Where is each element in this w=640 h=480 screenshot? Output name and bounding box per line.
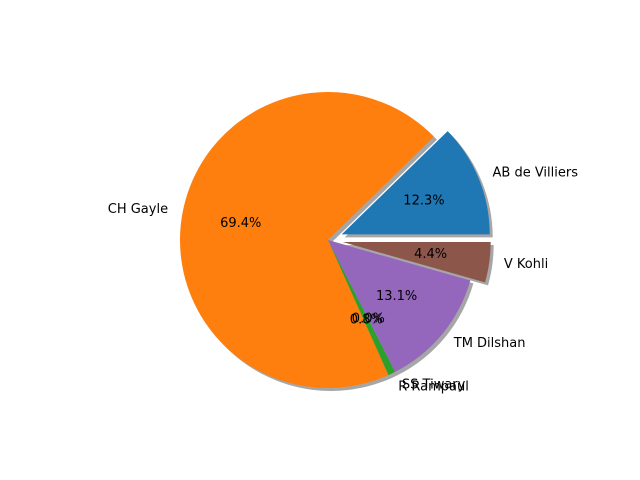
slice-ab-de-villiers [341, 131, 490, 235]
slice-percent-ch-gayle: 69.4% [220, 216, 261, 231]
slice-percent-ab-de-villiers: 12.3% [403, 193, 444, 208]
slice-label-ch-gayle: CH Gayle [108, 202, 168, 217]
slice-label-ab-de-villiers: AB de Villiers [493, 166, 579, 181]
slice-r-rampaul [328, 240, 396, 376]
slice-v-kohli [342, 242, 491, 283]
slice-labels: AB de Villiers 12.3% CH Gayle 69.4% R Rampau… [108, 166, 578, 395]
slice-percent-r-rampaul: 0.8% [350, 313, 383, 328]
slice-tm-dilshan [328, 240, 471, 372]
slice-label-ss-tiwary: SS Tiwary [402, 378, 466, 393]
slice-label-r-rampaul: R Rampaul [398, 379, 469, 394]
slice-ch-gayle [180, 92, 434, 388]
slice-percent-tm-dilshan: 13.1% [376, 289, 417, 304]
slice-label-v-kohli: V Kohli [504, 257, 548, 272]
slice-percent-ss-tiwary: 0.0% [352, 312, 385, 327]
slice-label-tm-dilshan: TM Dilshan [453, 336, 526, 351]
pie-slices [180, 92, 491, 388]
slice-percent-v-kohli: 4.4% [414, 247, 447, 262]
